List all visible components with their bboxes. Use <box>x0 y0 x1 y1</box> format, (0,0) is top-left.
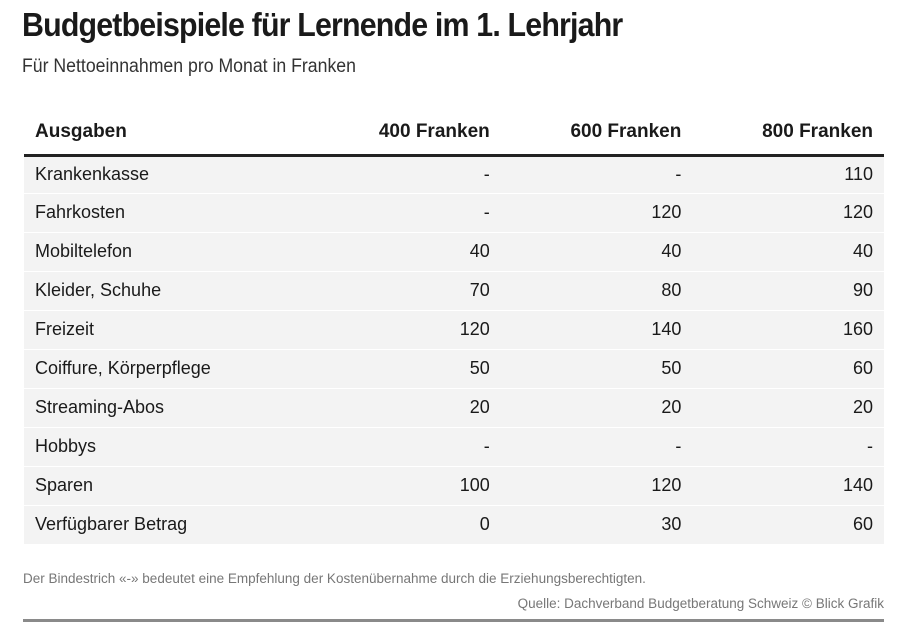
cell-expense-label: Kleider, Schuhe <box>24 271 310 311</box>
column-header-600: 600 Franken <box>500 111 693 157</box>
cell-value-600: 20 <box>500 388 693 428</box>
budget-table: Ausgaben 400 Franken 600 Franken 800 Fra… <box>24 111 884 545</box>
cell-value-600: 80 <box>500 271 693 311</box>
cell-value-600: - <box>500 427 693 467</box>
cell-expense-label: Freizeit <box>24 310 310 350</box>
table-row: Kleider, Schuhe 70 80 90 <box>24 271 884 311</box>
cell-expense-label: Hobbys <box>24 427 310 467</box>
column-header-800: 800 Franken <box>692 111 884 157</box>
cell-value-400: 120 <box>309 310 501 350</box>
cell-value-800: 20 <box>692 388 884 428</box>
cell-expense-label: Krankenkasse <box>24 155 310 194</box>
table-row: Streaming-Abos 20 20 20 <box>24 388 884 428</box>
cell-value-400: - <box>309 427 501 467</box>
cell-value-600: 50 <box>500 349 693 389</box>
column-header-ausgaben: Ausgaben <box>24 111 310 157</box>
cell-value-800: 60 <box>692 349 884 389</box>
cell-value-400: - <box>309 193 501 233</box>
cell-value-800: 120 <box>692 193 884 233</box>
table-body: Krankenkasse - -110 Fahrkosten -120 120 Mobilt… <box>24 155 884 545</box>
cell-value-600: 120 <box>500 193 693 233</box>
cell-value-600: 40 <box>500 232 693 272</box>
cell-value-800: 60 <box>692 505 884 545</box>
cell-expense-label: Streaming-Abos <box>24 388 310 428</box>
footnote: Der Bindestrich «-» bedeutet eine Empfeh… <box>23 571 646 586</box>
cell-value-400: 0 <box>309 505 501 545</box>
cell-value-400: 70 <box>309 271 501 311</box>
cell-value-400: - <box>309 155 501 194</box>
bottom-divider <box>23 619 884 622</box>
cell-value-600: - <box>500 155 693 194</box>
cell-value-800: 90 <box>692 271 884 311</box>
cell-value-400: 20 <box>309 388 501 428</box>
cell-expense-label: Coiffure, Körperpflege <box>24 349 310 389</box>
table-row: Hobbys - - - <box>24 427 884 467</box>
table-row: Freizeit 120 140 160 <box>24 310 884 350</box>
table-row: Mobiltelefon 40 40 40 <box>24 232 884 272</box>
cell-value-800: 110 <box>692 155 884 194</box>
column-header-400: 400 Franken <box>309 111 501 157</box>
cell-value-800: 160 <box>692 310 884 350</box>
cell-value-600: 120 <box>500 466 693 506</box>
cell-expense-label: Sparen <box>24 466 310 506</box>
table-header-row: Ausgaben 400 Franken 600 Franken 800 Fra… <box>24 111 884 157</box>
table-row: Verfügbarer Betrag 0 30 60 <box>24 505 884 545</box>
cell-value-400: 100 <box>309 466 501 506</box>
cell-value-800: - <box>692 427 884 467</box>
chart-subtitle: Für Nettoeinnahmen pro Monat in Franken <box>22 56 356 77</box>
table-row: Fahrkosten -120 120 <box>24 193 884 233</box>
cell-expense-label: Fahrkosten <box>24 193 310 233</box>
cell-value-800: 140 <box>692 466 884 506</box>
cell-value-800: 40 <box>692 232 884 272</box>
chart-title: Budgetbeispiele für Lernende im 1. Lehrj… <box>22 6 623 43</box>
cell-value-400: 50 <box>309 349 501 389</box>
cell-value-600: 30 <box>500 505 693 545</box>
cell-expense-label: Mobiltelefon <box>24 232 310 272</box>
table-row: Sparen 100 120 140 <box>24 466 884 506</box>
source-credit: Quelle: Dachverband Budgetberatung Schwe… <box>517 596 884 611</box>
cell-expense-label: Verfügbarer Betrag <box>24 505 310 545</box>
table-row: Coiffure, Körperpflege 50 50 60 <box>24 349 884 389</box>
cell-value-400: 40 <box>309 232 501 272</box>
cell-value-600: 140 <box>500 310 693 350</box>
table-row: Krankenkasse - -110 <box>24 155 884 194</box>
